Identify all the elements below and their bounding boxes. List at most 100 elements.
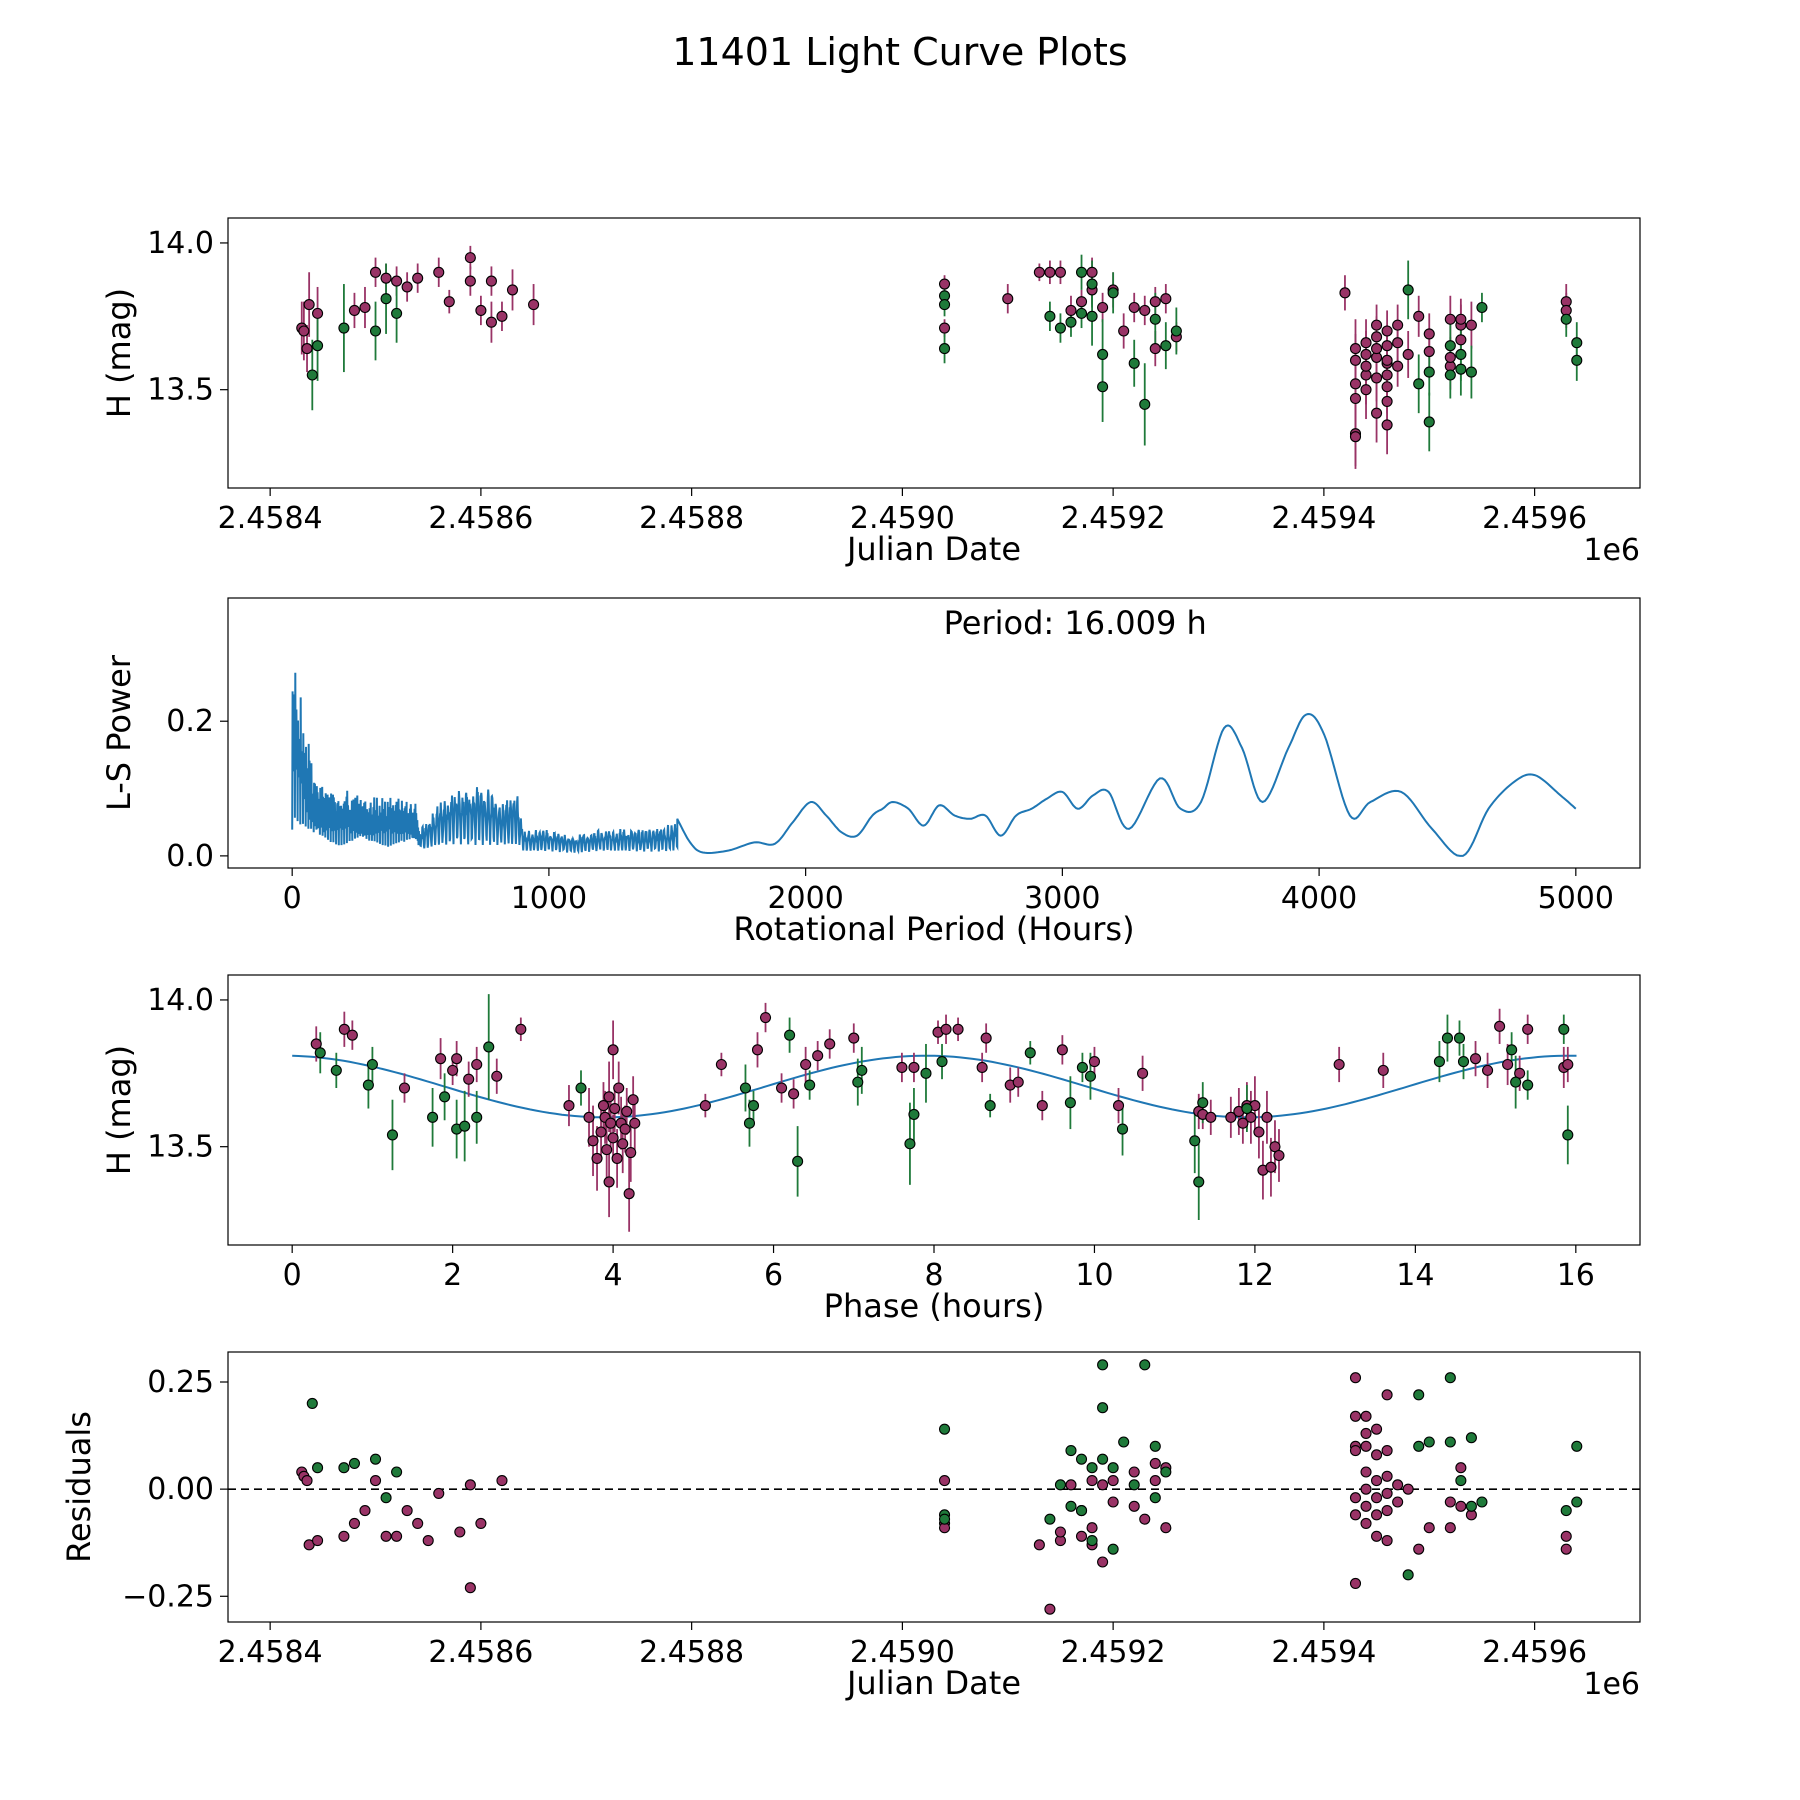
green-data-point (471, 1111, 483, 1123)
green-data-point (1571, 354, 1583, 366)
magenta-data-point (475, 304, 487, 316)
green-data-point (920, 1067, 932, 1079)
magenta-data-point (563, 1100, 575, 1112)
green-data-point (1455, 363, 1467, 375)
green-data-point (1116, 1123, 1129, 1135)
magenta-data-point (496, 310, 508, 322)
magenta-data-point (1502, 1058, 1514, 1071)
green-data-point (1506, 1044, 1518, 1056)
residuals-axes-frame (227, 1351, 1641, 1623)
magenta-data-point (443, 296, 455, 308)
magenta-data-point (433, 1487, 445, 1499)
green-data-point (459, 1120, 471, 1132)
green-data-point (1560, 1505, 1572, 1517)
green-data-point (369, 1453, 382, 1465)
x-tick-label: 2.4586 (428, 501, 533, 536)
green-data-point (1433, 1056, 1445, 1068)
green-data-point (338, 322, 350, 334)
x-tick-label: 2.4588 (639, 501, 744, 536)
magenta-data-point (1413, 310, 1425, 322)
green-data-point (1413, 378, 1425, 390)
magenta-data-point (1112, 1100, 1125, 1112)
magenta-data-point (759, 1012, 772, 1024)
magenta-data-point (625, 1147, 637, 1159)
magenta-data-point (1128, 1500, 1140, 1512)
green-data-point (1455, 1475, 1467, 1487)
magenta-data-point (1149, 1475, 1161, 1487)
magenta-data-point (715, 1058, 727, 1071)
magenta-data-point (435, 1053, 447, 1065)
magenta-data-point (617, 1138, 629, 1150)
magenta-data-point (1149, 343, 1161, 355)
magenta-data-point (1033, 266, 1045, 278)
green-data-point (1160, 1466, 1172, 1478)
magenta-data-point (1444, 351, 1456, 363)
x-tick-label: 6 (764, 1258, 783, 1293)
green-data-point (904, 1138, 916, 1150)
magenta-data-point (1349, 378, 1362, 390)
magenta-data-point (952, 1023, 964, 1035)
green-data-point (391, 1466, 403, 1478)
magenta-data-point (1371, 319, 1383, 331)
green-data-point (1054, 1479, 1066, 1491)
magenta-data-point (800, 1058, 812, 1071)
phased-lightcurve-panel: 0 2 4 6 8 10 12 14 16 14.0 13.5 Phase (hours) H (mag… (100, 974, 1641, 1325)
magenta-data-point (1371, 343, 1383, 355)
magenta-data-point (1455, 334, 1467, 346)
green-data-point (369, 325, 382, 337)
x-tick-label: 4 (604, 1258, 623, 1293)
magenta-data-point (1360, 1483, 1372, 1495)
magenta-data-point (1118, 325, 1130, 337)
magenta-data-point (1097, 1556, 1109, 1568)
magenta-data-point (1137, 1067, 1149, 1079)
magenta-data-point (938, 322, 951, 334)
magenta-data-point (824, 1038, 836, 1050)
magenta-data-point (1494, 1020, 1506, 1032)
green-data-point (1455, 348, 1467, 361)
magenta-data-point (1205, 1111, 1217, 1123)
green-data-point (1107, 1462, 1119, 1474)
magenta-data-point (1128, 301, 1140, 314)
green-data-point (1510, 1076, 1522, 1088)
magenta-data-point (1349, 1445, 1362, 1457)
magenta-data-point (621, 1105, 633, 1118)
green-data-point (1097, 381, 1109, 393)
green-data-point (1465, 1432, 1477, 1444)
y-tick-label: 13.5 (147, 1130, 214, 1165)
green-data-point (1149, 313, 1161, 325)
magenta-data-point (591, 1152, 603, 1164)
green-data-point (1107, 1543, 1119, 1555)
green-data-point (1128, 1479, 1140, 1491)
magenta-data-point (1149, 296, 1161, 308)
fit-model-curve (292, 1054, 1577, 1119)
green-data-point (380, 1492, 392, 1504)
magenta-data-point (1044, 266, 1056, 278)
magenta-data-point (1128, 1466, 1140, 1478)
green-data-point (984, 1100, 996, 1112)
x-axis-label: Phase (hours) (824, 1287, 1045, 1325)
y-axis-label: L-S Power (100, 654, 138, 811)
x-tick-label: 2.4584 (218, 1635, 323, 1670)
green-data-point (1560, 313, 1572, 325)
magenta-data-point (359, 301, 371, 314)
green-data-point (1149, 1492, 1161, 1504)
x-axis-label: Julian Date (845, 1664, 1021, 1702)
x-tick-label: 2.4590 (850, 1635, 955, 1670)
green-data-point (1054, 322, 1066, 334)
green-data-point (1128, 357, 1140, 369)
magenta-data-point (980, 1032, 992, 1044)
green-data-point (739, 1082, 752, 1094)
magenta-data-point (1349, 1509, 1362, 1521)
lightcurve-panel: 2.4584 2.4586 2.4588 2.4590 2.4592 2.4594 2.45… (100, 217, 1641, 568)
green-data-point (1423, 1436, 1435, 1448)
y-tick-label: 0.2 (166, 704, 214, 739)
green-data-point (1065, 316, 1077, 328)
x-tick-label: 14 (1396, 1258, 1434, 1293)
green-data-point (1453, 1032, 1466, 1044)
green-data-point (386, 1129, 399, 1141)
green-data-point (391, 307, 403, 319)
magenta-data-point (491, 1070, 503, 1082)
green-data-point (1571, 1496, 1583, 1508)
y-tick-label: −0.25 (122, 1579, 214, 1614)
